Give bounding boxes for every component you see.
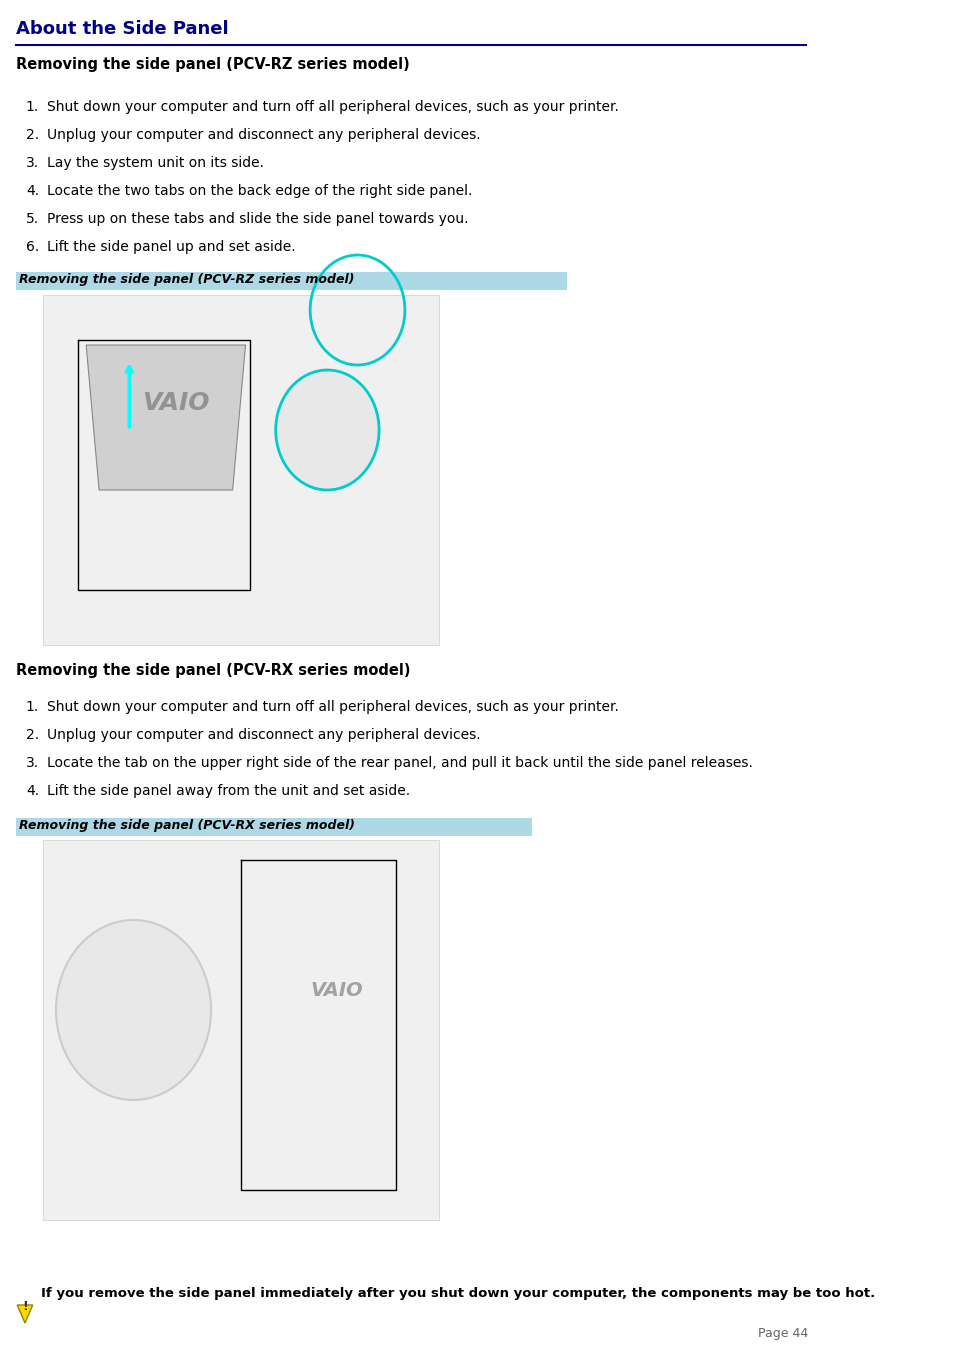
Text: If you remove the side panel immediately after you shut down your computer, the : If you remove the side panel immediately… [41,1288,875,1300]
Text: Removing the side panel (PCV-RX series model): Removing the side panel (PCV-RX series m… [15,663,410,678]
Text: Shut down your computer and turn off all peripheral devices, such as your printe: Shut down your computer and turn off all… [48,700,618,713]
Text: 1.: 1. [26,100,39,113]
Text: 2.: 2. [26,128,39,142]
Text: 5.: 5. [26,212,39,226]
Polygon shape [86,345,245,490]
Text: 6.: 6. [26,240,39,254]
Text: 4.: 4. [26,184,39,199]
Text: !: ! [22,1300,28,1313]
Text: 3.: 3. [26,155,39,170]
Text: Unplug your computer and disconnect any peripheral devices.: Unplug your computer and disconnect any … [48,728,480,742]
Text: Removing the side panel (PCV-RZ series model): Removing the side panel (PCV-RZ series m… [19,273,355,286]
Polygon shape [17,1305,32,1323]
Text: Page 44: Page 44 [758,1327,807,1340]
Text: Removing the side panel (PCV-RZ series model): Removing the side panel (PCV-RZ series m… [15,57,409,72]
Text: Locate the tab on the upper right side of the rear panel, and pull it back until: Locate the tab on the upper right side o… [48,757,753,770]
Circle shape [56,920,211,1100]
Bar [15,817,532,836]
Text: About the Side Panel: About the Side Panel [15,20,228,38]
Circle shape [275,370,378,490]
Text: Shut down your computer and turn off all peripheral devices, such as your printe: Shut down your computer and turn off all… [48,100,618,113]
Text: 4.: 4. [26,784,39,798]
Text: 3.: 3. [26,757,39,770]
Text: 1.: 1. [26,700,39,713]
Text: 2.: 2. [26,728,39,742]
Text: Lift the side panel up and set aside.: Lift the side panel up and set aside. [48,240,295,254]
Text: Removing the side panel (PCV-RX series model): Removing the side panel (PCV-RX series m… [19,819,355,832]
Text: Locate the two tabs on the back edge of the right side panel.: Locate the two tabs on the back edge of … [48,184,473,199]
Text: Unplug your computer and disconnect any peripheral devices.: Unplug your computer and disconnect any … [48,128,480,142]
Text: Lay the system unit on its side.: Lay the system unit on its side. [48,155,264,170]
Text: VAIO: VAIO [142,390,210,415]
Text: VAIO: VAIO [310,981,362,1000]
Text: Press up on these tabs and slide the side panel towards you.: Press up on these tabs and slide the sid… [48,212,468,226]
Text: Lift the side panel away from the unit and set aside.: Lift the side panel away from the unit a… [48,784,410,798]
Bar [43,295,439,644]
Bar [15,272,566,290]
Bar [43,840,439,1220]
